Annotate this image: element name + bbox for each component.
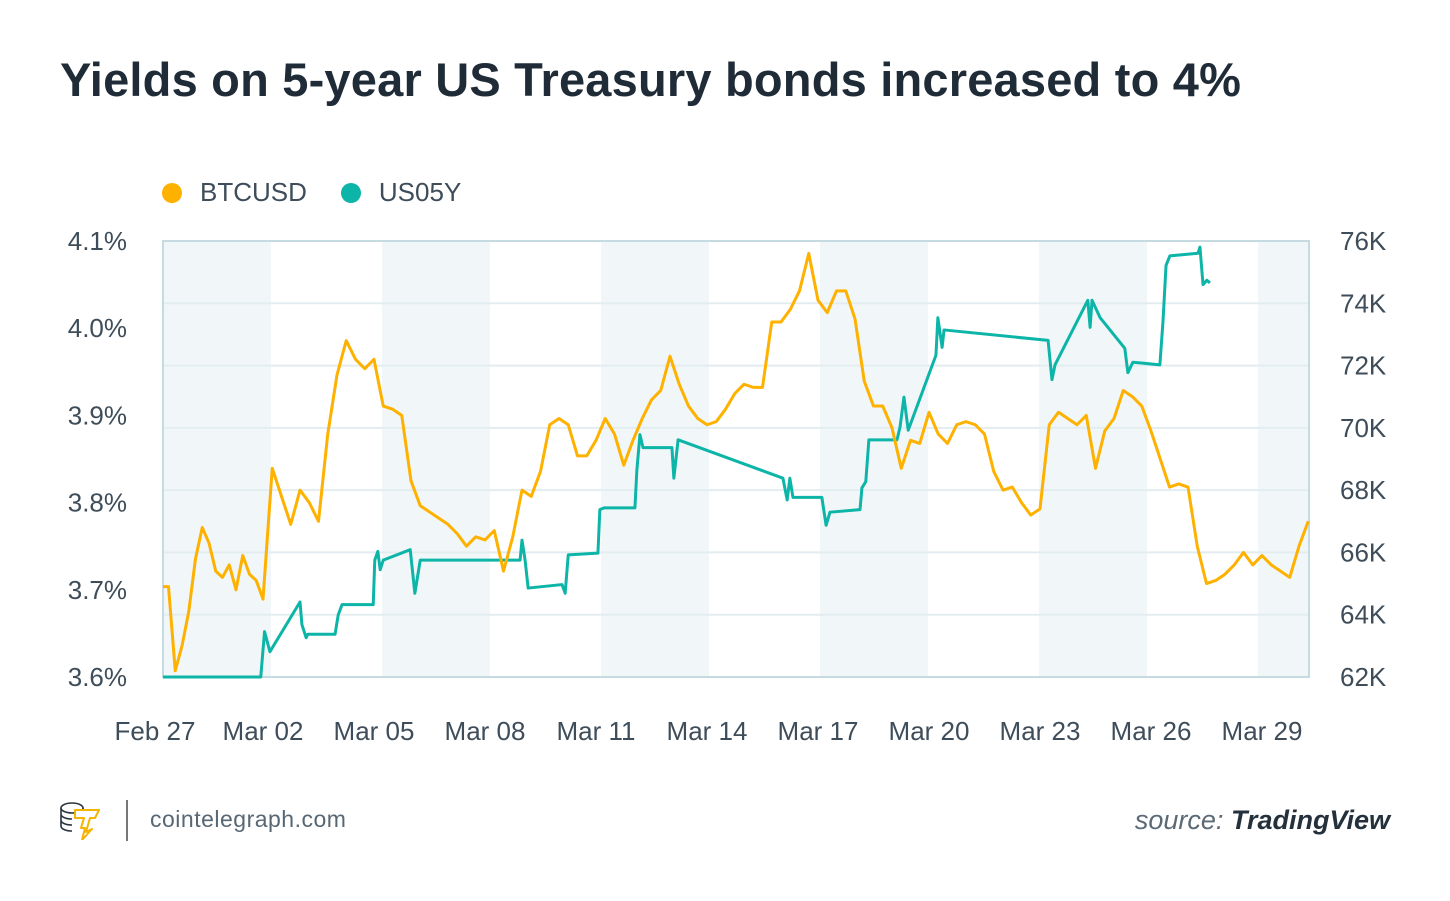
y-right-tick-label: 62K (1340, 662, 1387, 692)
y-right-tick-label: 64K (1340, 600, 1387, 630)
gridlines (163, 302, 1309, 616)
site-name: cointelegraph.com (150, 806, 347, 832)
legend-label-btcusd: BTCUSD (200, 177, 307, 207)
source-credit: source: TradingView (1135, 805, 1390, 836)
y-left-tick-label: 4.0% (68, 313, 127, 343)
background-bands (163, 241, 1309, 677)
y-right-tick-label: 72K (1340, 351, 1387, 381)
legend-item-us05y: US05Y (340, 177, 462, 208)
legend-label-us05y: US05Y (378, 177, 462, 207)
x-tick-label: Mar 08 (445, 716, 526, 746)
plot-frame (162, 240, 1310, 678)
chart-title: Yields on 5-year US Treasury bonds incre… (60, 53, 1242, 106)
x-tick-label: Mar 05 (334, 716, 415, 746)
tick-labels: 62K 64K 66K 68K 70K 72K 74K 76K 3.6% 3.7% 3.8% 3.9%… (68, 226, 1387, 746)
shaded-band (820, 241, 928, 677)
shaded-band (1258, 241, 1309, 677)
legend-item-btcusd: BTCUSD (162, 177, 307, 208)
x-tick-label: Mar 14 (667, 716, 748, 746)
legend-dot-us05y (340, 182, 361, 203)
shaded-band (601, 241, 709, 677)
y-left-tick-label: 3.8% (68, 488, 127, 518)
source-prefix: source: (1134, 805, 1224, 835)
y-left-tick-label: 3.7% (68, 575, 127, 605)
legend: BTCUSD US05Y (162, 177, 495, 208)
shaded-band (163, 241, 271, 677)
legend-dot-btcusd (162, 182, 182, 203)
y-right-tick-label: 70K (1340, 413, 1387, 443)
footer-divider (126, 800, 128, 841)
cointelegraph-logo-icon (58, 800, 104, 845)
x-tick-label: Feb 27 (115, 716, 196, 746)
series-lines (162, 245, 1310, 679)
y-right-tick-label: 66K (1340, 537, 1387, 567)
x-tick-label: Mar 23 (1000, 716, 1081, 746)
x-tick-label: Mar 26 (1111, 716, 1192, 746)
source-name: TradingView (1230, 805, 1390, 835)
y-left-tick-label: 3.6% (68, 662, 127, 692)
x-tick-label: Mar 02 (223, 716, 304, 746)
x-tick-label: Mar 17 (778, 716, 859, 746)
y-left-tick-label: 4.1% (68, 226, 127, 256)
y-right-tick-label: 76K (1340, 226, 1387, 256)
x-tick-label: Mar 29 (1222, 716, 1303, 746)
shaded-band (382, 241, 490, 677)
y-left-tick-label: 3.9% (68, 400, 127, 430)
x-tick-label: Mar 11 (557, 716, 636, 746)
y-right-tick-label: 68K (1340, 475, 1387, 505)
x-tick-label: Mar 20 (889, 716, 970, 746)
y-right-tick-label: 74K (1340, 288, 1387, 318)
